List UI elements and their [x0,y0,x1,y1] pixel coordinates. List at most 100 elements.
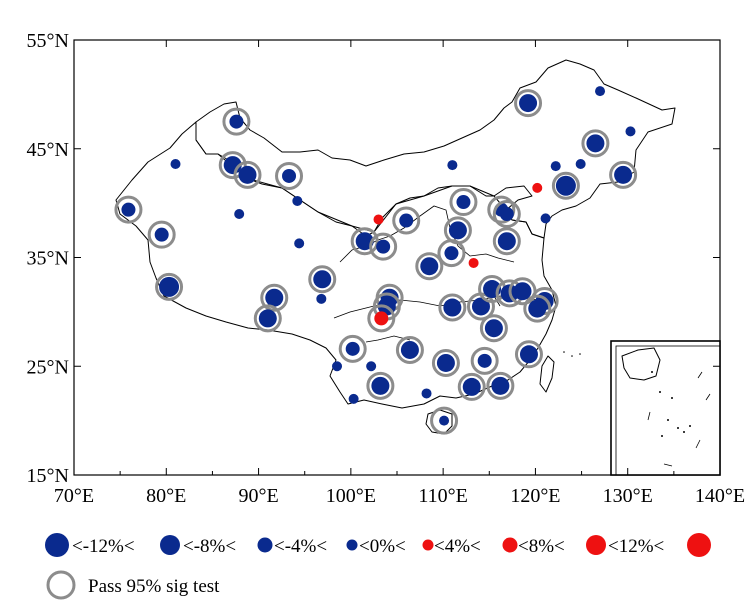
station-marker [348,393,359,404]
station-marker [376,239,391,254]
significance-ring [523,294,552,323]
station-marker [513,282,532,301]
station-marker [595,86,606,97]
legend-marker [502,537,518,553]
station-marker [519,94,538,113]
station-marker [447,160,458,171]
legend-label: <-8%< [183,536,236,557]
station-marker [265,288,284,307]
significance-ring [218,151,247,180]
significance-ring [253,304,282,333]
station-marker [373,214,384,225]
station-marker [456,195,471,210]
station-marker [625,126,636,137]
station-marker [420,257,439,276]
x-tick-label: 110°E [418,485,467,507]
station-marker [532,182,543,193]
significance-ring [338,334,367,363]
station-marker [462,377,481,396]
x-tick-label: 80°E [146,485,186,507]
legend-marker [687,533,711,557]
legend-label: <8%< [518,536,565,557]
station-marker [366,361,377,372]
station-marker [345,341,360,356]
significance-ring [514,340,543,369]
significance-ring [551,171,580,200]
legend-marker [160,535,180,555]
station-marker [374,311,389,326]
significance-ring [147,220,176,249]
significance-ring [395,335,424,364]
station-marker [497,232,516,251]
station-marker [436,353,455,372]
station-marker [575,158,586,169]
station-marker [234,209,245,219]
station-marker [229,114,244,129]
station-marker [121,202,136,217]
station-marker [170,158,181,169]
significance-ring [514,89,543,118]
station-marker [332,361,343,372]
significance-ring [492,200,521,228]
legend-marker [422,539,434,551]
significance-ring [449,188,478,217]
station-marker [540,213,551,224]
axes: 70°E 80°E 90°E 100°E 110°E 120°E 130°E 140°E 55°… [27,30,746,507]
significance-ring [392,206,421,235]
significance-ring [437,239,466,268]
legend-label: <4%< [434,536,481,557]
significance-ring [487,195,516,224]
station-marker [491,376,510,395]
station-marker [238,165,257,184]
station-marker [439,415,450,426]
station-marker [443,298,462,317]
station-marker [555,175,576,196]
y-tick-label: 45°N [27,139,69,161]
significance-ring [275,161,304,190]
station-marker [292,195,303,206]
legend-sig-ring [46,570,76,600]
significance-ring [438,293,467,322]
significance-ring [470,346,499,375]
station-marker [484,319,503,338]
significance-ring [479,314,508,343]
stations [114,86,638,435]
y-tick-label: 15°N [27,465,69,487]
legend-label: <12%< [608,536,664,557]
station-marker [294,238,305,249]
station-marker [499,207,514,221]
legend-marker [346,539,358,551]
x-tick-label: 100°E [326,485,376,507]
significance-ring [308,265,337,294]
station-marker [421,388,432,399]
significance-ring [431,348,460,377]
station-marker [614,165,633,184]
legend-label: <-12%< [72,536,135,557]
y-tick-label: 25°N [27,356,69,378]
station-marker [316,293,327,304]
legend-label: <0%< [359,536,406,557]
significance-ring [609,160,638,189]
x-tick-label: 70°E [54,485,94,507]
significance-ring [155,272,184,301]
legend-sig-label: Pass 95% sig test [88,576,220,597]
significance-ring [415,252,444,281]
x-tick-label: 130°E [603,485,653,507]
station-marker [444,246,459,261]
significance-ring [457,372,486,401]
station-marker [154,227,169,242]
significance-ring [350,227,379,256]
station-marker [519,345,538,364]
x-tick-label: 90°E [238,485,278,507]
station-marker [586,134,605,153]
station-marker [399,213,414,228]
significance-ring [492,227,521,256]
station-marker [528,299,547,318]
significance-ring [367,304,396,333]
station-marker [258,309,277,328]
significance-ring [486,371,515,400]
significance-ring [430,406,459,435]
station-marker [550,161,561,172]
legend-marker [586,535,606,555]
